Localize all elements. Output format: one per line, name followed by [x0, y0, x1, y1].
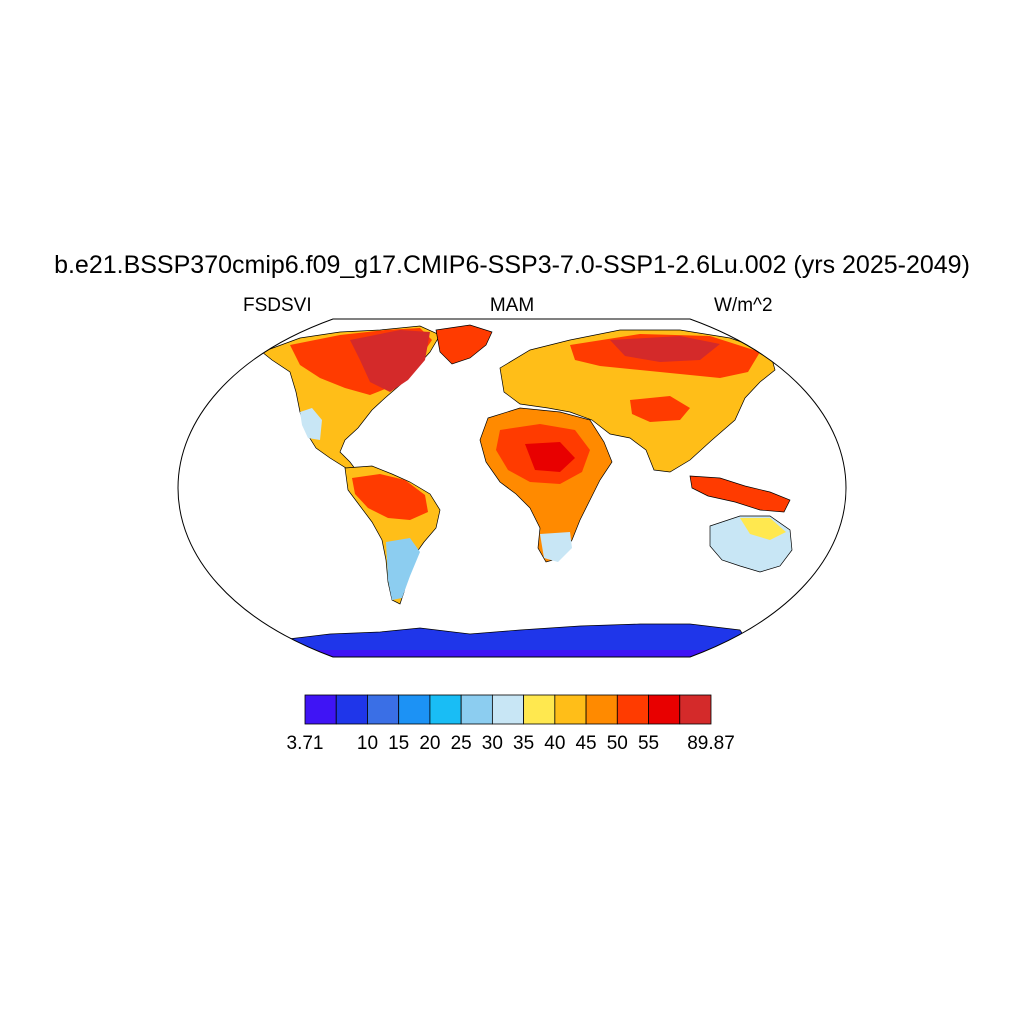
- region-southern-africa-blue: [540, 532, 572, 562]
- land-greenland: [435, 324, 493, 365]
- map-title: b.e21.BSSP370cmip6.f09_g17.CMIP6-SSP3-7.…: [54, 251, 970, 279]
- region-central-sahara-dark: [525, 442, 575, 472]
- colorbar-tick-label: 45: [575, 733, 597, 754]
- region-australia-north-yellow: [740, 518, 786, 540]
- colorbar-tick-label: 25: [450, 733, 472, 754]
- colorbar-tick-label: 40: [544, 733, 566, 754]
- region-siberia-dark: [610, 336, 720, 362]
- region-west-us-blue: [300, 408, 322, 440]
- variable-label: FSDSVI: [243, 295, 312, 316]
- units-label: W/m^2: [714, 295, 773, 316]
- colorbar-swatch: [554, 694, 587, 725]
- colorbar-tick-label: 55: [637, 733, 660, 754]
- map-fill: [259, 324, 793, 657]
- colorbar: [304, 694, 712, 725]
- colorbar-tick-label: 50: [606, 733, 628, 754]
- land-maritime-se-asia: [689, 475, 791, 513]
- colorbar-swatch: [648, 694, 681, 725]
- colorbar-tick-label: 89.87: [687, 733, 735, 754]
- colorbar-swatch: [304, 694, 337, 725]
- colorbar-tick-label: 20: [419, 733, 441, 754]
- colorbar-swatch: [679, 694, 712, 725]
- region-antarctica-edge: [260, 650, 760, 657]
- colorbar-swatch: [335, 694, 368, 725]
- season-label: MAM: [489, 295, 535, 316]
- colorbar-tick-label: 35: [513, 733, 535, 754]
- map-border: [177, 318, 847, 658]
- colorbar-swatch: [367, 694, 400, 725]
- region-amazon-red: [352, 474, 428, 520]
- region-hudson-dark: [350, 330, 430, 392]
- colorbar-swatch: [523, 694, 556, 725]
- colorbar-tick-label: 3.71: [286, 733, 324, 754]
- colorbar-swatch: [429, 694, 462, 725]
- region-south-america-blue: [386, 538, 420, 600]
- colorbar-swatch: [398, 694, 431, 725]
- region-central-asia-red: [630, 396, 690, 422]
- colorbar-tick-label: 10: [356, 733, 379, 754]
- colorbar-swatch: [585, 694, 618, 725]
- colorbar-tick-label: 30: [481, 733, 503, 754]
- colorbar-swatch: [616, 694, 649, 725]
- colorbar-swatch: [460, 694, 493, 725]
- colorbar-swatch: [491, 694, 525, 725]
- colorbar-tick-label: 15: [388, 733, 410, 754]
